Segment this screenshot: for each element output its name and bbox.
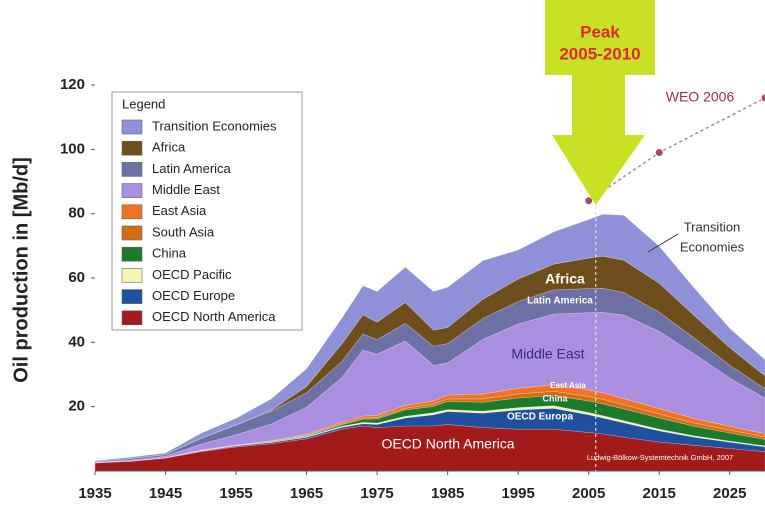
legend-label: China <box>152 246 187 261</box>
annotation: Economies <box>680 239 745 254</box>
legend-label: Transition Economies <box>152 118 277 133</box>
legend-label: East Asia <box>152 203 207 218</box>
annotation: Africa <box>545 271 585 287</box>
peak-range: 2005-2010 <box>559 44 640 63</box>
x-tick-label: 1935 <box>78 485 111 502</box>
legend-swatch <box>121 119 143 135</box>
forecast-point <box>760 93 765 103</box>
annotation: Latin America <box>527 296 593 307</box>
forecast-point <box>654 148 664 158</box>
y-tick-label: 60 <box>68 269 85 286</box>
legend-label: OECD Pacific <box>152 267 232 282</box>
legend-label: OECD North America <box>152 309 276 324</box>
area <box>94 213 765 463</box>
legend-label: Latin America <box>152 161 232 176</box>
y-tick-label: 120 <box>60 76 85 93</box>
annotation: East Asia <box>550 381 586 390</box>
annotation: OECD Europa <box>507 412 574 423</box>
annotation: Middle East <box>511 346 584 362</box>
forecast-point <box>584 196 594 206</box>
legend-label: Middle East <box>152 182 220 197</box>
peak-title: Peak <box>580 22 620 41</box>
legend-swatch <box>121 140 143 156</box>
x-tick-label: 1985 <box>431 485 464 502</box>
legend-swatch <box>121 289 143 304</box>
y-tick-label: 100 <box>60 140 85 157</box>
legend-title: Legend <box>122 96 165 111</box>
x-tick-label: 2025 <box>713 485 746 502</box>
x-tick-label: 1955 <box>219 485 252 502</box>
y-tick-label: 40 <box>68 333 85 350</box>
legend-label: OECD Europe <box>152 288 235 303</box>
annotation: Transition <box>684 219 741 234</box>
credit: Ludwig-Bölkow-Systemtechnik GmbH, 2007 <box>587 453 733 462</box>
x-tick-label: 1965 <box>290 485 323 502</box>
x-tick-label: 2015 <box>643 485 676 502</box>
legend-swatch <box>121 246 143 262</box>
annotation: OECD North America <box>381 436 514 452</box>
forecast-label: WEO 2006 <box>666 89 735 105</box>
x-tick-label: 2005 <box>572 485 605 502</box>
annotation-pointer <box>647 233 679 253</box>
x-tick-label: 1995 <box>501 485 534 502</box>
peak-arrow <box>545 0 655 205</box>
legend-swatch <box>121 204 143 220</box>
legend-swatch <box>121 268 143 283</box>
area <box>94 405 765 463</box>
legend-swatch <box>121 225 143 241</box>
legend-swatch <box>121 183 143 198</box>
legend-label: South Asia <box>152 224 215 239</box>
y-axis-label: Oil production in [Mb/d] <box>10 157 32 383</box>
legend-label: Africa <box>152 140 186 155</box>
x-tick-label: 1975 <box>360 485 393 502</box>
x-tick-label: 1945 <box>149 485 182 502</box>
annotation: China <box>542 393 568 403</box>
y-tick-label: 20 <box>68 398 85 415</box>
legend-swatch <box>121 310 143 326</box>
legend-box <box>111 91 303 331</box>
legend-swatch <box>121 162 143 177</box>
y-tick-label: 80 <box>68 205 85 222</box>
